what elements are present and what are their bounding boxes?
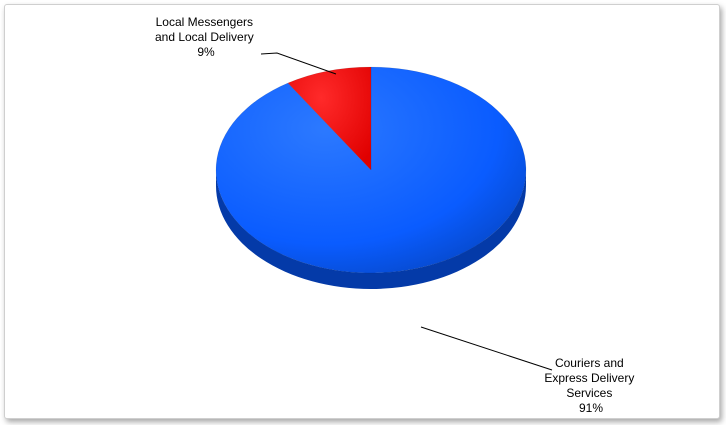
slice-label-line: Services (566, 386, 612, 400)
slice-label-line: Couriers and (555, 356, 624, 370)
slice-percent: 91% (579, 401, 603, 415)
slice-percent: 9% (197, 45, 215, 59)
slice-label-local-messengers: Local Messengers and Local Delivery 9% (155, 15, 257, 59)
slice-label-line: Local Messengers (156, 15, 253, 29)
slice-label-line: Express Delivery (544, 371, 634, 385)
slice-label-couriers: Couriers and Express Delivery Services 9… (544, 356, 637, 415)
pie-side-wall (216, 170, 526, 289)
leader-line-local-messengers (260, 52, 337, 75)
slice-label-line: and Local Delivery (155, 30, 254, 44)
leader-line-couriers (420, 326, 553, 371)
pie-chart: Couriers and Express Delivery Services 9… (155, 15, 637, 415)
chart-area: Couriers and Express Delivery Services 9… (4, 4, 720, 419)
pie-slice-couriers (215, 66, 527, 274)
